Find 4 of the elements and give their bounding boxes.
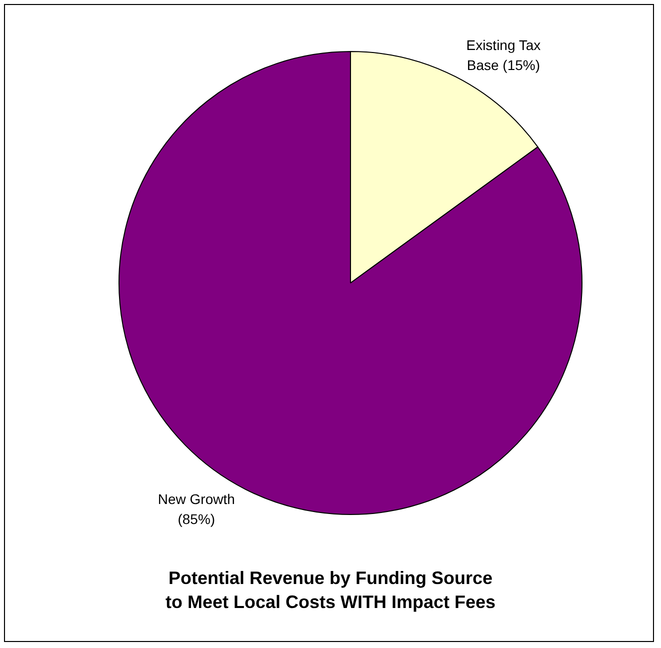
data-label: (85%) xyxy=(178,510,216,527)
slice-label: Existing Tax Base (15%) xyxy=(466,36,541,73)
slice-label: New Growth xyxy=(158,490,235,507)
text: Potential Revenue by Funding Source to Meet Local Costs WITH Impact Fees xyxy=(164,567,497,614)
